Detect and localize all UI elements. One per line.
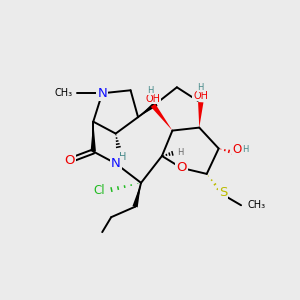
Polygon shape bbox=[133, 183, 141, 207]
Text: N: N bbox=[111, 157, 121, 170]
Polygon shape bbox=[151, 103, 172, 130]
Text: O: O bbox=[176, 161, 187, 174]
Text: H: H bbox=[118, 152, 126, 162]
Text: N: N bbox=[97, 87, 107, 100]
Text: OH: OH bbox=[193, 91, 208, 101]
Text: CH₃: CH₃ bbox=[248, 200, 266, 210]
Polygon shape bbox=[198, 102, 203, 128]
Text: H: H bbox=[177, 148, 183, 157]
Text: O: O bbox=[64, 154, 75, 167]
Text: H: H bbox=[147, 86, 153, 95]
Text: O: O bbox=[233, 143, 242, 156]
Polygon shape bbox=[91, 122, 96, 152]
Text: H: H bbox=[242, 145, 249, 154]
Text: H: H bbox=[198, 83, 204, 92]
Text: CH₃: CH₃ bbox=[54, 88, 72, 98]
Text: Cl: Cl bbox=[93, 184, 105, 197]
Text: OH: OH bbox=[146, 94, 160, 103]
Polygon shape bbox=[138, 102, 158, 117]
Text: S: S bbox=[219, 186, 227, 199]
